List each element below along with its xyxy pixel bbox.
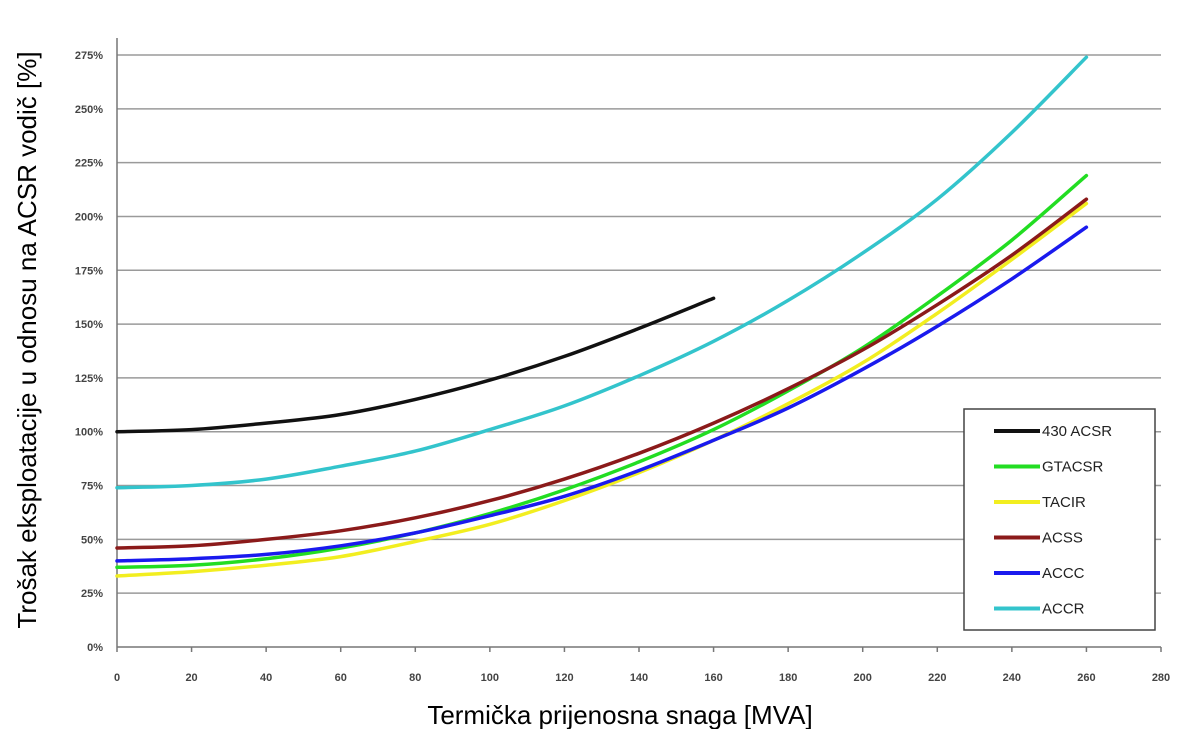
x-tick-label: 160 [704,672,722,684]
series-line-accc [115,225,1089,563]
series-line-430-acsr [115,296,716,434]
x-tick-label: 180 [779,672,797,684]
y-tick-label: 0% [87,642,103,654]
x-tick-labels: 0 20 40 60 80 100 120 140 160 180 200 220 240 260 280 [114,672,1170,684]
x-tick-label: 280 [1152,672,1170,684]
x-tick-label: 260 [1077,672,1095,684]
x-tick-label: 140 [630,672,648,684]
legend-label-gtacsr: GTACSR [1042,459,1104,476]
series-lines [115,55,1089,578]
y-tick-label: 100% [75,427,103,439]
series-line-gtacsr [115,173,1089,570]
legend-label-tacir: TACIR [1042,494,1086,511]
legend-label-accr: ACCR [1042,601,1085,618]
x-tick-label: 120 [555,672,573,684]
y-tick-label: 75% [81,481,103,493]
axes [116,38,1162,652]
y-tick-label: 25% [81,588,103,600]
series-line-accr [115,55,1089,490]
x-tick-label: 40 [260,672,272,684]
x-tick-label: 100 [481,672,499,684]
y-tick-label: 175% [75,265,103,277]
x-tick-label: 240 [1003,672,1021,684]
y-tick-labels: 0% 25% 50% 75% 100% 125% 150% 175% 200% 225% 250% 2… [75,50,103,654]
y-tick-label: 225% [75,158,103,170]
legend-box [963,408,1156,631]
y-axis-title: Trošak eksploatacije u odnosu na ACSR vo… [12,51,42,628]
legend-label-accc: ACCC [1042,565,1085,582]
legend-label-acss: ACSS [1042,530,1083,547]
series-line-tacir [115,201,1089,578]
y-tick-label: 275% [75,50,103,62]
legend: 430 ACSR GTACSR TACIR ACSS ACCC ACCR [963,408,1156,631]
x-tick-label: 0 [114,672,120,684]
x-tick-label: 80 [409,672,421,684]
y-tick-label: 125% [75,373,103,385]
x-tick-label: 60 [335,672,347,684]
gridlines [117,54,1161,594]
x-tick-label: 220 [928,672,946,684]
series-line-acss [115,197,1089,550]
x-tick-label: 20 [185,672,197,684]
y-tick-label: 250% [75,104,103,116]
x-tick-label: 200 [854,672,872,684]
y-tick-label: 50% [81,534,103,546]
legend-label-430-acsr: 430 ACSR [1042,423,1112,440]
y-tick-label: 200% [75,211,103,223]
y-tick-label: 150% [75,319,103,331]
x-axis-title: Termička prijenosna snaga [MVA] [427,700,812,729]
